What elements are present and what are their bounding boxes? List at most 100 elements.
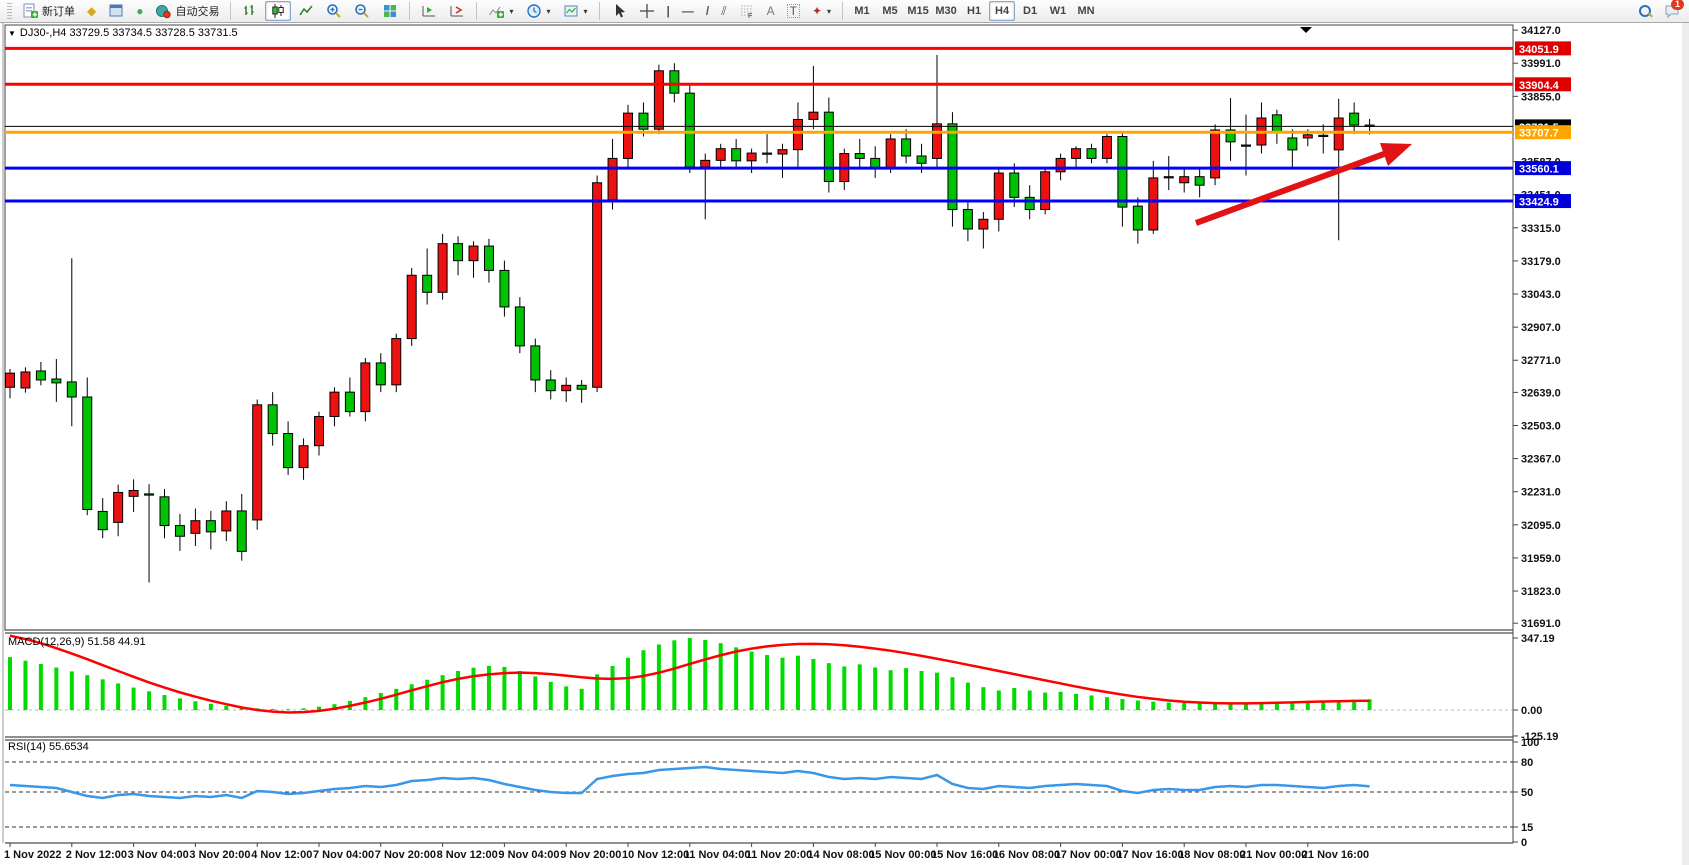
arrows-tool-button[interactable]: ✦ ▾ xyxy=(807,1,836,21)
dropdown-caret-icon: ▾ xyxy=(827,6,832,16)
macd-histogram-bar xyxy=(162,695,167,710)
search-button[interactable] xyxy=(1633,1,1657,21)
navigator-button[interactable]: ● xyxy=(131,1,148,21)
candlestick-chart-button[interactable] xyxy=(265,1,292,21)
macd-histogram-bar xyxy=(795,655,800,710)
candle-body xyxy=(314,415,324,447)
auto-scroll-button[interactable] xyxy=(416,1,442,21)
time-tick-label: 3 Nov 20:00 xyxy=(189,849,250,861)
text-tool-button[interactable]: A xyxy=(762,1,780,21)
trendline-tool-button[interactable]: / xyxy=(701,1,714,21)
fibonacci-icon: F xyxy=(739,3,755,20)
timeframe-m30-button[interactable]: M30 xyxy=(935,5,957,17)
macd-histogram-bar xyxy=(533,676,538,710)
crosshair-tool-button[interactable] xyxy=(634,1,660,21)
line-chart-button[interactable] xyxy=(293,1,319,21)
macd-histogram-bar xyxy=(100,679,105,710)
candle-body xyxy=(669,70,680,94)
timeframe-d1-button[interactable]: D1 xyxy=(1023,5,1038,17)
macd-histogram-bar xyxy=(208,703,213,710)
candle-body xyxy=(962,209,973,230)
candle-body xyxy=(576,384,587,390)
timeframe-mn-button[interactable]: MN xyxy=(1077,5,1095,17)
chart-shift-marker[interactable] xyxy=(1300,27,1312,33)
timeframe-h4-button[interactable]: H4 xyxy=(989,1,1016,21)
zoom-out-button[interactable] xyxy=(349,1,375,21)
periods-button[interactable]: ▾ xyxy=(521,1,556,21)
toolbar-grip[interactable] xyxy=(7,3,12,19)
candle-body xyxy=(437,243,448,293)
macd-histogram-bar xyxy=(687,638,692,710)
time-axis[interactable]: 1 Nov 2022 2 Nov 12:00 3 Nov 04:00 3 Nov 20… xyxy=(4,843,1369,861)
indicators-button[interactable]: ▾ xyxy=(483,1,518,21)
macd-histogram-bar xyxy=(765,655,770,710)
channel-tool-button[interactable]: ⫽ xyxy=(716,1,731,21)
templates-button[interactable]: ▾ xyxy=(558,1,593,21)
rsi-tick-label: 15 xyxy=(1521,822,1533,834)
candle-body xyxy=(916,155,927,164)
timeframe-m1-button[interactable]: M1 xyxy=(854,5,870,17)
macd-histogram-bar xyxy=(1367,699,1372,710)
macd-histogram-bar xyxy=(1274,702,1279,710)
timeframe-m5-button[interactable]: M5 xyxy=(882,5,898,17)
indicators-icon xyxy=(488,3,505,19)
macd-tick-label: 347.19 xyxy=(1521,633,1555,645)
macd-histogram-bar xyxy=(1213,703,1218,710)
level-price-label-bg xyxy=(1515,125,1571,140)
new-order-button[interactable]: 新订单 xyxy=(17,1,80,21)
bar-chart-button[interactable] xyxy=(237,1,263,21)
timeframe-h1-button[interactable]: H1 xyxy=(967,5,982,17)
timeframe-m15-button[interactable]: M15 xyxy=(907,5,929,17)
candle-body xyxy=(128,489,139,497)
price-axis[interactable]: 34127.033991.033855.033587.033451.033315… xyxy=(1513,25,1571,630)
autotrading-button[interactable]: 自动交易 xyxy=(150,1,224,21)
macd-histogram-bar xyxy=(656,644,661,710)
time-tick-label: 17 Nov 16:00 xyxy=(1116,849,1183,861)
chart-shift-button[interactable] xyxy=(444,1,470,21)
macd-histogram-bar xyxy=(1259,703,1264,710)
candle-body xyxy=(360,362,371,413)
rsi-axis[interactable]: 100 80 50 15 0 xyxy=(1513,737,1539,849)
rsi-tick-label: 80 xyxy=(1521,757,1533,769)
level-price-label-bg xyxy=(1515,161,1571,176)
candle-body xyxy=(483,245,494,271)
trend-arrow-head xyxy=(1380,143,1412,166)
horizontal-line-tool-button[interactable]: — xyxy=(677,1,699,21)
trend-arrow[interactable] xyxy=(1194,143,1412,226)
zoom-in-button[interactable] xyxy=(321,1,347,21)
macd-histogram-bar xyxy=(996,690,1001,710)
candle-body xyxy=(144,493,155,496)
vertical-line-tool-button[interactable]: | xyxy=(662,1,675,21)
text-label-tool-button[interactable]: T xyxy=(782,1,805,21)
macd-histogram-bar xyxy=(486,665,491,710)
macd-histogram-bar xyxy=(1058,691,1063,710)
toolbar-separator xyxy=(598,2,600,20)
macd-histogram-bar xyxy=(1352,700,1357,710)
tile-windows-icon xyxy=(382,3,398,19)
price-tick-label: 32231.0 xyxy=(1521,487,1561,499)
macd-axis[interactable]: 347.19 0.00 -125.19 xyxy=(1513,633,1558,743)
level-price-label: 33424.9 xyxy=(1519,197,1559,209)
macd-histogram-bar xyxy=(734,647,739,710)
quotes-button[interactable]: ◆ xyxy=(82,1,101,21)
macd-histogram-bar xyxy=(517,671,522,710)
candle-body xyxy=(885,138,896,169)
dropdown-caret-icon: ▾ xyxy=(546,6,551,16)
candle-body xyxy=(499,269,510,308)
price-tick-label: 33855.0 xyxy=(1521,91,1561,103)
candle-body xyxy=(592,182,603,388)
candle-body xyxy=(205,520,216,533)
notifications-button[interactable]: 1 xyxy=(1659,0,1685,21)
fibonacci-tool-button[interactable]: F xyxy=(734,1,760,21)
timeframe-w1-button[interactable]: W1 xyxy=(1049,5,1067,17)
tile-windows-button[interactable] xyxy=(377,1,403,21)
data-window-button[interactable] xyxy=(103,1,129,21)
candle-body xyxy=(715,148,726,161)
level-price-label: 33707.7 xyxy=(1519,128,1559,140)
candlestick-chart-icon xyxy=(270,3,286,19)
candle-body xyxy=(20,371,31,389)
cursor-tool-button[interactable] xyxy=(606,1,632,21)
candle-body xyxy=(684,92,695,168)
macd-histogram-bar xyxy=(1027,690,1032,710)
